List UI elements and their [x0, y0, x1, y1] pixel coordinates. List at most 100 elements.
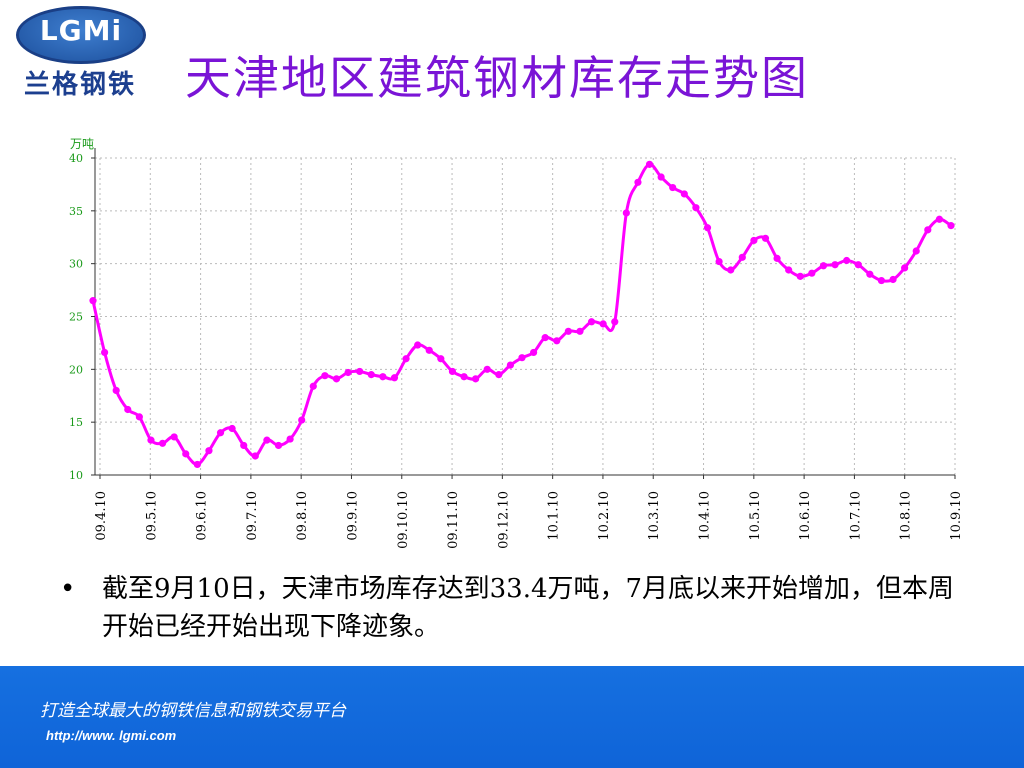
data-point: [529, 348, 538, 357]
data-point: [495, 371, 503, 379]
data-point: [657, 173, 665, 181]
data-point: [622, 209, 630, 217]
x-tick-label: 10.5.10: [748, 491, 763, 541]
inventory-line-chart: 10 15 20 25 30 35 40 09.4.10 09.5.10 09.6.10 09.7…: [69, 137, 964, 549]
data-point: [193, 460, 201, 469]
data-point: [286, 435, 294, 443]
x-tick-label: 10.3.10: [647, 491, 662, 541]
data-point: [773, 254, 781, 262]
data-point: [425, 346, 433, 354]
data-point: [135, 413, 143, 421]
data-point: [170, 433, 178, 441]
data-point: [298, 416, 306, 424]
y-tick-label: 35: [69, 205, 83, 218]
data-point: [796, 272, 804, 280]
x-tick-label: 10.2.10: [597, 491, 612, 541]
data-point: [669, 183, 677, 192]
data-point: [831, 261, 839, 269]
data-point: [356, 367, 364, 376]
data-point: [263, 436, 271, 444]
x-tick-label: 10.1.10: [547, 491, 562, 541]
data-point: [645, 160, 654, 168]
x-tick-label: 09.4.10: [94, 491, 109, 541]
data-point: [750, 236, 758, 245]
data-point: [437, 355, 445, 363]
y-tick-label: 15: [69, 416, 83, 429]
x-tick-label: 09.6.10: [195, 491, 210, 541]
data-point: [402, 355, 410, 363]
data-point: [379, 373, 387, 381]
data-point: [158, 439, 167, 447]
data-point: [727, 266, 735, 274]
x-tick-label: 10.7.10: [848, 491, 863, 541]
data-point: [321, 372, 329, 380]
data-point: [935, 215, 944, 223]
data-point: [506, 361, 515, 369]
data-point: [599, 320, 607, 328]
data-point: [228, 424, 236, 433]
bullet-text: 截至9月10日，天津市场库存达到33.4万吨，7月底以来开始增加，但本周开始已经…: [102, 574, 955, 642]
logo-subtitle: 兰格钢铁: [23, 70, 136, 100]
logo-emblem: [16, 6, 146, 64]
series-line: [91, 162, 952, 466]
x-tick-label: 09.7.10: [245, 491, 260, 541]
data-point: [309, 382, 317, 390]
y-axis-unit-label: 万吨: [70, 137, 94, 151]
x-tick-label: 10.8.10: [899, 491, 914, 541]
data-point: [414, 341, 422, 349]
data-point: [761, 234, 770, 242]
series-points: [89, 160, 955, 469]
y-tick-label: 40: [69, 152, 83, 165]
data-point: [274, 441, 283, 450]
data-point: [785, 266, 793, 274]
data-point: [889, 275, 897, 284]
data-point: [912, 247, 920, 255]
data-point: [472, 375, 480, 383]
data-point: [866, 270, 874, 278]
data-point: [634, 178, 642, 186]
x-tick-label: 10.6.10: [798, 491, 813, 541]
data-point: [112, 386, 120, 395]
y-tick-labels: 10 15 20 25 30 35 40: [69, 152, 83, 482]
logo-brand: LGMi: [39, 14, 123, 47]
data-point: [854, 261, 862, 269]
data-point: [518, 354, 526, 362]
data-point: [819, 262, 828, 270]
x-tick-label: 09.8.10: [295, 491, 310, 541]
data-point: [587, 318, 596, 326]
data-point: [344, 368, 352, 377]
data-point: [877, 276, 886, 285]
series-line-path: [91, 162, 952, 466]
x-tick-label: 09.9.10: [345, 491, 360, 541]
data-point: [483, 365, 491, 373]
y-tick-label: 30: [69, 258, 83, 271]
x-tick-label: 09.11.10: [446, 491, 461, 549]
data-point: [611, 318, 619, 326]
data-point: [703, 224, 712, 232]
data-point: [553, 337, 561, 345]
data-point: [564, 327, 572, 335]
data-point: [692, 204, 700, 212]
data-point: [448, 367, 457, 376]
x-tick-label: 09.10.10: [396, 491, 411, 549]
data-point: [715, 257, 723, 266]
footer-url-link[interactable]: http://www. lgmi.com: [46, 728, 177, 743]
data-point: [251, 452, 259, 460]
data-point: [182, 450, 190, 458]
data-point: [924, 226, 932, 234]
data-point: [205, 447, 213, 455]
data-point: [947, 222, 955, 230]
x-tick-labels: 09.4.10 09.5.10 09.6.10 09.7.10 09.8.10 09.9.…: [94, 491, 964, 549]
data-point: [332, 375, 341, 383]
bullet-marker: •: [60, 574, 76, 604]
x-tick-label: 09.12.10: [496, 491, 511, 549]
y-tick-label: 25: [69, 311, 83, 324]
data-point: [147, 436, 155, 444]
data-point: [390, 374, 399, 382]
data-point: [576, 327, 584, 335]
data-point: [808, 269, 816, 277]
x-tick-label: 09.5.10: [144, 491, 159, 541]
data-point: [460, 373, 468, 381]
x-tick-label: 10.4.10: [698, 491, 713, 541]
data-point: [100, 348, 109, 357]
